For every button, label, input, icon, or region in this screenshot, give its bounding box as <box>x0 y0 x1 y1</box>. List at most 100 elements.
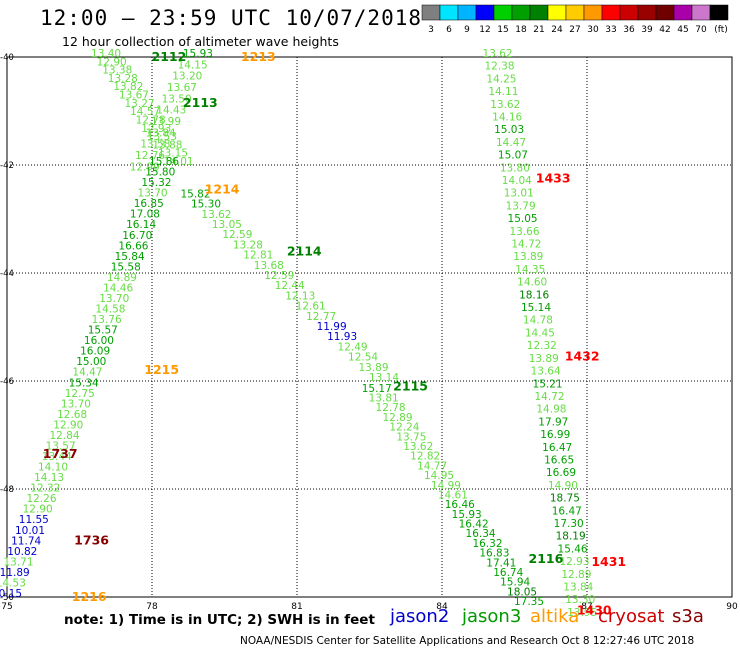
colorbar-label: 3 <box>428 25 434 35</box>
wave-height-value: 16.85 <box>134 198 164 210</box>
wave-height-value: 14.47 <box>72 367 102 379</box>
colorbar-label: 12 <box>479 25 490 35</box>
wave-height-value: 12.61 <box>296 301 326 313</box>
credit-line: NOAA/NESDIS Center for Satellite Applica… <box>240 635 695 647</box>
wave-height-value: 15.05 <box>508 213 538 225</box>
wave-height-value: 18.75 <box>550 493 580 505</box>
wave-height-value: 13.14 <box>369 372 399 384</box>
wave-height-value: 12.68 <box>57 409 87 421</box>
wave-height-value: 12.89 <box>561 569 591 581</box>
colorbar-label: 30 <box>587 25 599 35</box>
wave-height-value: 12.89 <box>382 412 412 424</box>
wave-height-value: 15.30 <box>191 199 221 211</box>
colorbar-label: 39 <box>641 25 653 35</box>
wave-height-value: 15.03 <box>494 124 524 136</box>
wave-height-value: 13.89 <box>358 362 388 374</box>
wave-height-value: 13.44 <box>42 451 72 463</box>
wave-height-value: 14.46 <box>103 282 133 294</box>
wave-height-value: 14.89 <box>107 272 137 284</box>
satellite-legend-item: cryosat <box>598 606 665 627</box>
wave-height-value: 12.59 <box>222 229 252 241</box>
wave-height-value: 13.89 <box>529 353 559 365</box>
wave-height-value: 13.89 <box>513 251 543 263</box>
wave-height-value: 13.62 <box>201 209 231 221</box>
wave-height-value: 15.21 <box>533 378 563 390</box>
chart-title: 12:00 – 23:59 UTC 10/07/2018 <box>40 6 423 30</box>
wave-height-value: 12.32 <box>527 340 557 352</box>
wave-height-value: 16.99 <box>540 429 570 441</box>
wave-height-value: 12.26 <box>26 493 56 505</box>
colorbar-label: 33 <box>605 25 616 35</box>
pass-time-label: 2114 <box>287 243 322 258</box>
wave-height-value: 13.84 <box>146 127 176 139</box>
chart-subtitle: 12 hour collection of altimeter wave hei… <box>62 34 339 49</box>
x-tick-label: 84 <box>436 602 448 612</box>
wave-height-value: 13.80 <box>500 162 530 174</box>
wave-height-value: 13.84 <box>563 581 593 593</box>
x-tick-label: 81 <box>291 602 302 612</box>
wave-height-value: 14.57 <box>130 106 160 118</box>
wave-height-value: 12.13 <box>285 290 315 302</box>
wave-height-value: 13.27 <box>125 98 155 110</box>
wave-height-value: 14.72 <box>534 391 564 403</box>
wave-height-value: 12.59 <box>264 270 294 282</box>
satellite-legend-item: jason3 <box>462 606 522 627</box>
wave-height-value: 12.99 <box>130 161 160 173</box>
colorbar-label: 45 <box>677 25 688 35</box>
wave-height-value: 13.05 <box>212 219 242 231</box>
wave-height-value: 14.35 <box>515 264 545 276</box>
wave-height-value: 18.16 <box>519 289 549 301</box>
wave-height-value: 13.38 <box>102 65 132 77</box>
y-tick-label: -50 <box>0 593 14 603</box>
wave-height-value: 17.41 <box>486 557 516 569</box>
wave-height-value: 12.82 <box>410 451 440 463</box>
colorbar-label: 9 <box>464 25 470 35</box>
colorbar-label: 21 <box>533 25 544 35</box>
wave-height-value: 12.44 <box>275 280 305 292</box>
wave-height-value: 13.79 <box>506 200 536 212</box>
wave-height-value: 13.66 <box>509 226 539 238</box>
pass-time-label: 1430 <box>577 603 612 618</box>
wave-height-value: 15.57 <box>88 325 118 337</box>
pass-time-label: 1431 <box>591 554 626 569</box>
wave-height-value: 13.70 <box>61 398 91 410</box>
wave-height-value: 18.19 <box>556 531 586 543</box>
wave-height-value: 10.15 <box>0 588 22 600</box>
wave-height-value: 13.62 <box>483 48 513 60</box>
wave-height-value: 15.94 <box>500 577 530 589</box>
pass-time-label: 2115 <box>393 378 428 393</box>
wave-height-value: 13.20 <box>172 71 202 83</box>
pass-time-label: 1214 <box>205 181 240 196</box>
wave-height-value: 16.65 <box>544 454 574 466</box>
wave-height-value: 11.89 <box>0 567 30 579</box>
wave-height-value: 12.93 <box>559 556 589 568</box>
pass-time-label: 1737 <box>43 446 78 461</box>
wave-height-value: 15.84 <box>115 251 145 263</box>
wave-height-value: 16.46 <box>445 499 475 511</box>
wave-height-value: 18.05 <box>507 586 537 598</box>
wave-height-value: 13.57 <box>46 440 76 452</box>
wave-height-value: 14.11 <box>488 86 518 98</box>
wave-height-value: 15.93 <box>452 509 482 521</box>
x-tick-label: 75 <box>1 602 12 612</box>
wave-height-value: 12.24 <box>389 422 419 434</box>
colorbar-label: 70 <box>695 25 707 35</box>
wave-height-value: 12.78 <box>376 402 406 414</box>
colorbar-label: 36 <box>623 25 635 35</box>
wave-height-value: 14.04 <box>502 175 532 187</box>
wave-height-value: 13.67 <box>119 90 149 102</box>
wave-height-value: 12.54 <box>348 352 378 364</box>
wave-height-value: 13.28 <box>108 73 138 85</box>
wave-height-value: 10.82 <box>7 546 37 558</box>
y-tick-label: -44 <box>0 269 14 279</box>
wave-height-value: 17.30 <box>554 518 584 530</box>
wave-height-value: 13.50 <box>162 93 192 105</box>
plot-frame <box>6 56 733 598</box>
wave-height-value: 16.32 <box>472 538 502 550</box>
pass-time-label: 1433 <box>536 171 571 186</box>
pass-time-label: 1216 <box>72 589 107 604</box>
wave-height-value: 15.07 <box>498 150 528 162</box>
colorbar-label: 6 <box>446 25 452 35</box>
wave-height-value: 10.01 <box>15 525 45 537</box>
wave-height-value: 13.81 <box>369 392 399 404</box>
